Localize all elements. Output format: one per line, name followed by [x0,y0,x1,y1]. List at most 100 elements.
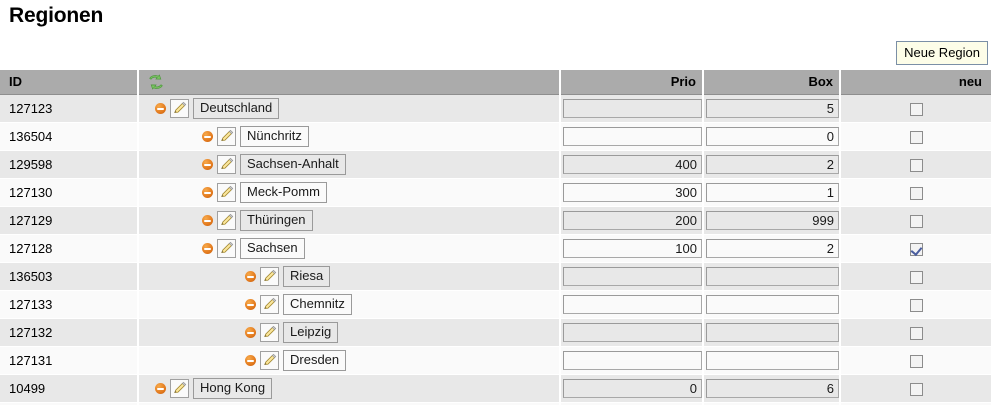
region-name-label[interactable]: Deutschland [193,97,280,119]
cell-prio [560,122,704,151]
box-input[interactable] [706,98,839,118]
pencil-edit-icon[interactable] [217,182,236,202]
refresh-icon[interactable] [148,74,164,90]
table-row: 127133 Chemnitz [0,290,991,319]
table-header: ID Prio Box neu [0,70,991,95]
delete-circle-icon[interactable] [202,186,213,198]
neu-checkbox[interactable] [909,298,923,312]
neu-checkbox[interactable] [909,186,923,200]
prio-input[interactable] [563,266,702,286]
region-name-label[interactable]: Thüringen [240,209,313,231]
box-input[interactable] [706,238,839,258]
delete-circle-icon[interactable] [202,158,213,170]
prio-input[interactable] [563,210,702,230]
region-name-label[interactable]: Dresden [283,349,347,371]
cell-prio [560,290,704,319]
region-name-label[interactable]: Sachsen [240,237,305,259]
prio-input[interactable] [563,126,702,146]
cell-neu [840,346,991,375]
prio-input[interactable] [563,238,702,258]
neu-checkbox[interactable] [909,242,923,256]
cell-prio [560,150,704,179]
delete-circle-icon[interactable] [155,102,166,114]
pencil-edit-icon[interactable] [217,126,236,146]
box-input[interactable] [706,294,839,314]
cell-neu [840,318,991,347]
pencil-edit-icon[interactable] [260,322,279,342]
box-input[interactable] [706,154,839,174]
box-input[interactable] [706,126,839,146]
region-name-label[interactable]: Riesa [283,265,331,287]
cell-region-name: Dresden [138,346,561,375]
table-row: 127132 Leipzig [0,318,991,347]
region-name-label[interactable]: Leipzig [283,321,339,343]
delete-circle-icon[interactable] [202,242,213,254]
cell-box [703,290,841,319]
prio-input[interactable] [563,154,702,174]
pencil-edit-icon[interactable] [170,378,189,398]
cell-neu [840,262,991,291]
delete-circle-icon[interactable] [245,326,256,338]
pencil-edit-icon[interactable] [217,210,236,230]
neu-checkbox[interactable] [909,354,923,368]
column-header-prio[interactable]: Prio [560,70,704,95]
neu-checkbox[interactable] [909,270,923,284]
prio-input[interactable] [563,322,702,342]
pencil-edit-icon[interactable] [217,238,236,258]
table-row: 127131 Dresden [0,346,991,375]
pencil-edit-icon[interactable] [260,350,279,370]
region-name-label[interactable]: Chemnitz [283,293,352,315]
box-input[interactable] [706,210,839,230]
prio-input[interactable] [563,182,702,202]
box-input[interactable] [706,350,839,370]
cell-neu [840,178,991,207]
prio-input[interactable] [563,350,702,370]
cell-box [703,318,841,347]
region-name-label[interactable]: Meck-Pomm [240,181,327,203]
box-input[interactable] [706,182,839,202]
cell-box [703,94,841,123]
column-header-box[interactable]: Box [703,70,841,95]
region-name-label[interactable]: Hong Kong [193,377,273,399]
box-input[interactable] [706,322,839,342]
delete-circle-icon[interactable] [245,298,256,310]
prio-input[interactable] [563,294,702,314]
prio-input[interactable] [563,378,702,398]
new-region-button[interactable]: Neue Region [896,41,988,65]
neu-checkbox[interactable] [909,382,923,396]
cell-prio [560,318,704,347]
column-header-name[interactable] [138,70,561,95]
box-input[interactable] [706,378,839,398]
cell-region-name: Nünchritz [138,122,561,151]
cell-box [703,402,841,405]
cell-prio [560,374,704,403]
cell-region-name: Leipzig [138,318,561,347]
neu-checkbox[interactable] [909,158,923,172]
pencil-edit-icon[interactable] [170,98,189,118]
region-name-label[interactable]: Nünchritz [240,125,309,147]
pencil-edit-icon[interactable] [260,266,279,286]
column-header-neu[interactable]: neu [840,70,991,95]
neu-checkbox[interactable] [909,130,923,144]
delete-circle-icon[interactable] [155,382,166,394]
box-input[interactable] [706,266,839,286]
neu-checkbox[interactable] [909,214,923,228]
cell-id: 127128 [0,234,139,263]
delete-circle-icon[interactable] [245,354,256,366]
cell-id: 129598 [0,150,139,179]
prio-input[interactable] [563,98,702,118]
neu-checkbox[interactable] [909,326,923,340]
cell-id: 127131 [0,346,139,375]
pencil-edit-icon[interactable] [217,154,236,174]
delete-circle-icon[interactable] [245,270,256,282]
cell-neu [840,150,991,179]
region-name-label[interactable]: Sachsen-Anhalt [240,153,346,175]
neu-checkbox[interactable] [909,102,923,116]
cell-id: 127130 [0,178,139,207]
delete-circle-icon[interactable] [202,130,213,142]
column-header-id[interactable]: ID [0,70,139,95]
cell-region-name: Hong Kong [138,374,561,403]
delete-circle-icon[interactable] [202,214,213,226]
pencil-edit-icon[interactable] [260,294,279,314]
